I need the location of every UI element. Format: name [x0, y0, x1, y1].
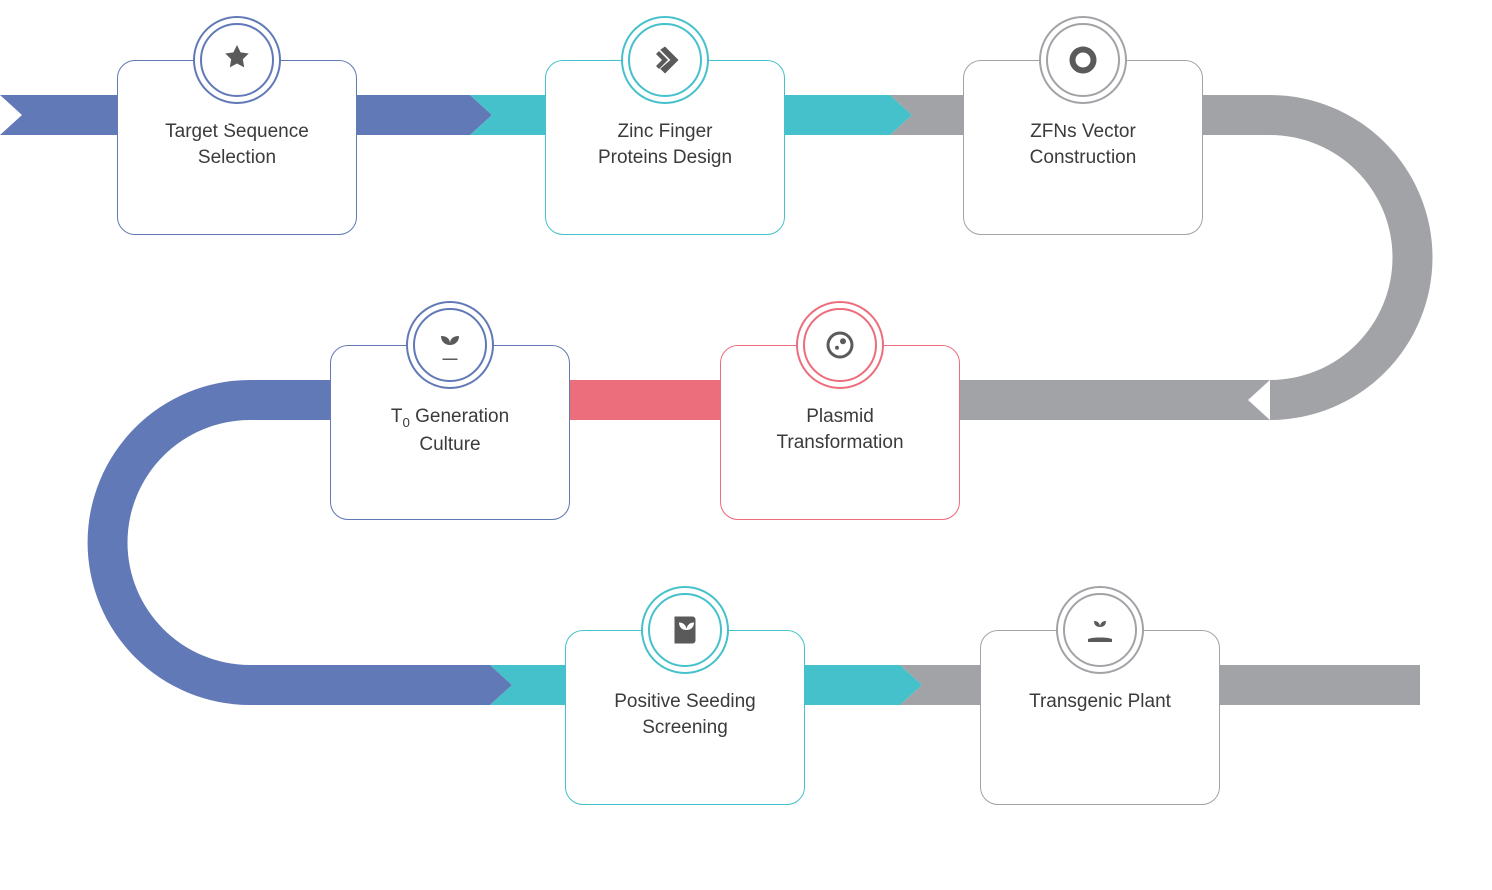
step-1: Target SequenceSelection Step One [117, 60, 357, 235]
step-7-label: Step Seven [1046, 674, 1154, 697]
step-7: Transgenic Plant Step Seven [980, 630, 1220, 805]
step-3-icon-badge [1041, 18, 1125, 102]
hand-plant-icon [1082, 612, 1118, 648]
step-7-icon-badge [1058, 588, 1142, 672]
step-1-label: Step One [193, 104, 281, 127]
donut-icon [1065, 42, 1101, 78]
cell-icon [822, 327, 858, 363]
step-5: T0 GenerationCulture Step Five [330, 345, 570, 520]
step-4: PlasmidTransformation Step Four [720, 345, 960, 520]
step-4-label: Step Four [793, 389, 886, 412]
step-2-label: Step Two [621, 104, 708, 127]
step-6-label: Step Six [646, 674, 725, 697]
step-5-desc: T0 GenerationCulture [331, 404, 569, 457]
step-5-icon-badge [408, 303, 492, 387]
step-1-icon-badge [195, 18, 279, 102]
step-6-icon-badge [643, 588, 727, 672]
step-4-icon-badge [798, 303, 882, 387]
step-2: Zinc FingerProteins Design Step Two [545, 60, 785, 235]
sprout-icon [432, 327, 468, 363]
step-5-label: Step Five [406, 389, 495, 412]
star-icon [219, 42, 255, 78]
step-3: ZFNs VectorConstruction Step Three [963, 60, 1203, 235]
step-2-icon-badge [623, 18, 707, 102]
diamond-icon [647, 42, 683, 78]
book-leaf-icon [667, 612, 703, 648]
step-6: Positive SeedingScreening Step Six [565, 630, 805, 805]
step-3-label: Step Three [1031, 104, 1134, 127]
